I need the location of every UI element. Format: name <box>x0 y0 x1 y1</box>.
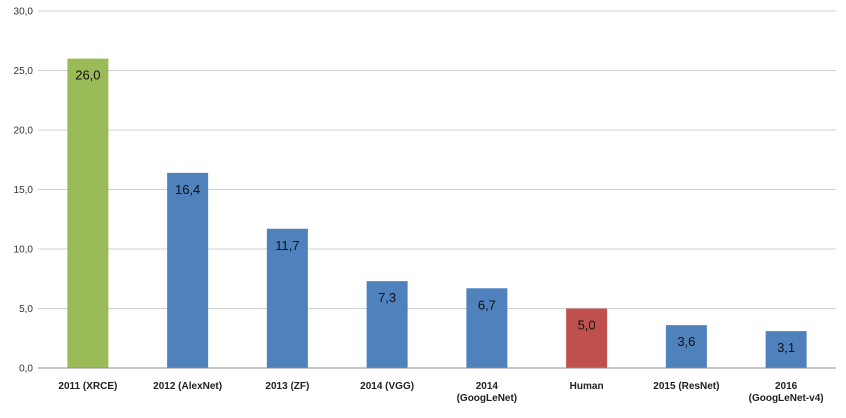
bar <box>566 308 608 368</box>
bars <box>67 58 807 368</box>
y-axis-ticks: 0,0 5,0 10,0 15,0 20,0 25,0 30,0 <box>14 7 34 375</box>
y-tick-label: 25,0 <box>14 66 34 77</box>
bar-value-label: 6,7 <box>478 297 496 312</box>
x-axis-ticks: 2011 (XRCE) 2012 (AlexNet) 2013 (ZF) 2014 (… <box>58 381 823 404</box>
y-tick-label: 15,0 <box>14 185 34 196</box>
bar-value-label: 3,6 <box>677 334 695 349</box>
bar <box>167 172 209 368</box>
x-tick-label: 2012 (AlexNet) <box>153 381 222 392</box>
x-tick-label: Human <box>570 381 604 392</box>
x-tick-label: 2011 (XRCE) <box>58 381 117 392</box>
y-tick-label: 0,0 <box>19 364 33 375</box>
y-tick-label: 5,0 <box>19 304 33 315</box>
bar <box>765 331 807 368</box>
x-tick-label: 2014 (GoogLeNet) <box>457 381 518 404</box>
bar-value-label: 3,1 <box>777 340 795 355</box>
x-tick-label: 2013 (ZF) <box>265 381 309 392</box>
bar-value-label: 16,4 <box>175 182 200 197</box>
bar-value-label: 7,3 <box>378 290 396 305</box>
bar <box>366 281 408 368</box>
bar <box>466 288 508 368</box>
y-tick-label: 20,0 <box>14 126 34 137</box>
bar-value-label: 5,0 <box>578 318 596 333</box>
bar <box>266 228 308 368</box>
gridlines <box>38 10 836 309</box>
bar-value-label: 26,0 <box>75 68 100 83</box>
x-tick-label: 2014 (VGG) <box>360 381 414 392</box>
x-tick-label: 2016 (GoogLeNet-v4) <box>749 381 824 404</box>
y-tick-label: 30,0 <box>14 7 34 18</box>
bar <box>67 58 109 368</box>
data-labels: 26,0 16,4 11,7 7,3 6,7 5,0 3,6 3,1 <box>75 68 795 356</box>
bar-value-label: 11,7 <box>275 238 299 253</box>
x-tick-label: 2015 (ResNet) <box>653 381 719 392</box>
y-tick-label: 10,0 <box>14 245 34 256</box>
bar <box>665 325 707 368</box>
